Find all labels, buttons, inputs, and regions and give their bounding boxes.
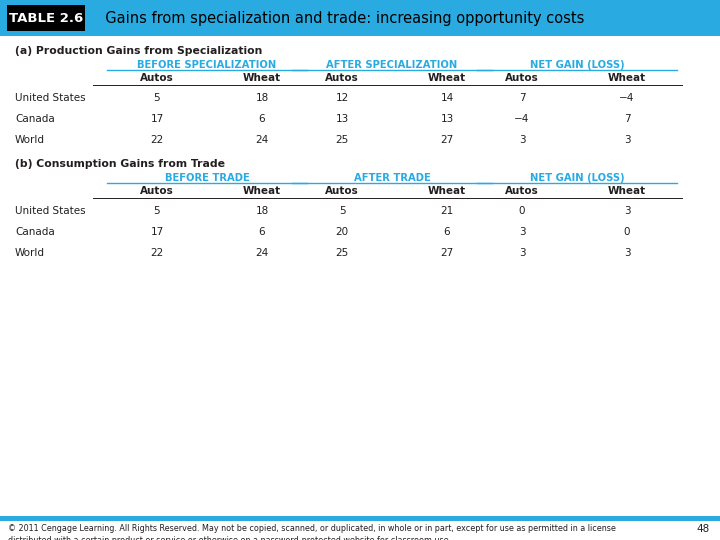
Text: World: World <box>15 135 45 145</box>
Text: Gains from specialization and trade: increasing opportunity costs: Gains from specialization and trade: inc… <box>96 10 585 25</box>
Text: Autos: Autos <box>140 73 174 83</box>
Text: Autos: Autos <box>505 73 539 83</box>
Text: 7: 7 <box>624 114 630 124</box>
Text: 6: 6 <box>258 227 265 237</box>
Text: 3: 3 <box>624 248 630 258</box>
Text: 27: 27 <box>441 248 454 258</box>
Text: Autos: Autos <box>325 73 359 83</box>
Text: AFTER TRADE: AFTER TRADE <box>354 173 431 183</box>
Text: Autos: Autos <box>325 186 359 196</box>
Text: Canada: Canada <box>15 227 55 237</box>
Text: 25: 25 <box>336 135 348 145</box>
Text: © 2011 Cengage Learning. All Rights Reserved. May not be copied, scanned, or dup: © 2011 Cengage Learning. All Rights Rese… <box>8 524 616 540</box>
Bar <box>7 5 85 31</box>
Text: 0: 0 <box>624 227 630 237</box>
Text: −4: −4 <box>619 93 635 103</box>
Text: 13: 13 <box>441 114 454 124</box>
Text: TABLE 2.6: TABLE 2.6 <box>9 11 83 24</box>
Bar <box>0 516 720 521</box>
Text: 3: 3 <box>518 135 526 145</box>
Text: 12: 12 <box>336 93 348 103</box>
Text: 22: 22 <box>150 248 163 258</box>
Text: 3: 3 <box>518 248 526 258</box>
Text: (a) Production Gains from Specialization: (a) Production Gains from Specialization <box>15 46 262 56</box>
Text: Wheat: Wheat <box>428 186 466 196</box>
Text: 14: 14 <box>441 93 454 103</box>
Text: 3: 3 <box>518 227 526 237</box>
Text: BEFORE SPECIALIZATION: BEFORE SPECIALIZATION <box>138 60 276 70</box>
Text: 21: 21 <box>441 206 454 216</box>
Text: 5: 5 <box>153 206 161 216</box>
Text: Canada: Canada <box>15 114 55 124</box>
Text: 48: 48 <box>697 524 710 534</box>
Text: (b) Consumption Gains from Trade: (b) Consumption Gains from Trade <box>15 159 225 169</box>
Text: 24: 24 <box>256 135 269 145</box>
Text: NET GAIN (LOSS): NET GAIN (LOSS) <box>530 173 624 183</box>
Text: 0: 0 <box>518 206 526 216</box>
Text: 24: 24 <box>256 248 269 258</box>
Text: −4: −4 <box>514 114 530 124</box>
Text: NET GAIN (LOSS): NET GAIN (LOSS) <box>530 60 624 70</box>
Text: 6: 6 <box>258 114 265 124</box>
Text: Autos: Autos <box>505 186 539 196</box>
Text: World: World <box>15 248 45 258</box>
Text: 18: 18 <box>256 206 269 216</box>
Text: 18: 18 <box>256 93 269 103</box>
Text: 3: 3 <box>624 206 630 216</box>
Text: 27: 27 <box>441 135 454 145</box>
Text: 13: 13 <box>336 114 348 124</box>
Text: 3: 3 <box>624 135 630 145</box>
Text: United States: United States <box>15 93 86 103</box>
Text: Wheat: Wheat <box>428 73 466 83</box>
Text: 22: 22 <box>150 135 163 145</box>
Text: 17: 17 <box>150 114 163 124</box>
Text: 5: 5 <box>153 93 161 103</box>
Text: 20: 20 <box>336 227 348 237</box>
Text: 7: 7 <box>518 93 526 103</box>
Text: Wheat: Wheat <box>608 73 646 83</box>
Text: 5: 5 <box>338 206 346 216</box>
Text: 25: 25 <box>336 248 348 258</box>
Text: BEFORE TRADE: BEFORE TRADE <box>165 173 249 183</box>
Text: Autos: Autos <box>140 186 174 196</box>
Text: 6: 6 <box>444 227 450 237</box>
Text: 17: 17 <box>150 227 163 237</box>
Text: Wheat: Wheat <box>243 186 281 196</box>
Bar <box>0 0 720 36</box>
Text: United States: United States <box>15 206 86 216</box>
Text: Wheat: Wheat <box>608 186 646 196</box>
Text: Wheat: Wheat <box>243 73 281 83</box>
Text: AFTER SPECIALIZATION: AFTER SPECIALIZATION <box>326 60 458 70</box>
